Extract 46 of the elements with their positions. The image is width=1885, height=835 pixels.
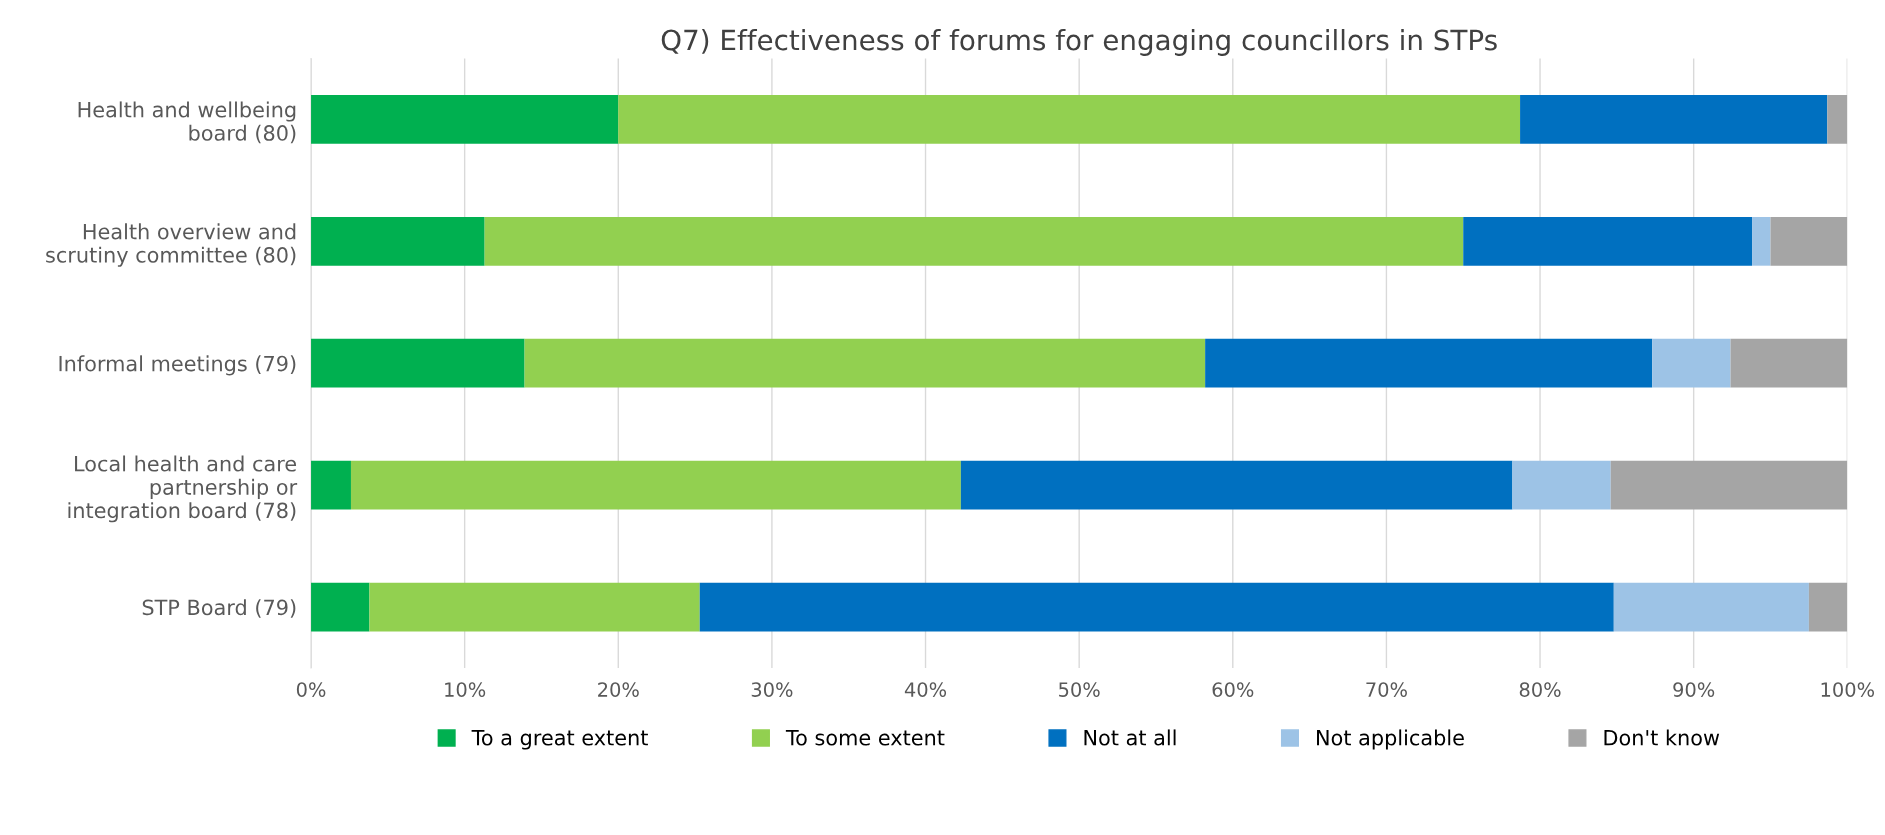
bar (311, 338, 525, 388)
bar (311, 95, 619, 144)
bar (484, 216, 1464, 266)
bar (311, 460, 351, 510)
bar (1610, 460, 1848, 510)
bar (618, 95, 1521, 144)
legend-label: Don't know (1604, 729, 1720, 746)
bar (1808, 582, 1848, 632)
bar (1520, 95, 1828, 144)
x-tick-label: 80% (1519, 682, 1561, 697)
x-tick-label: 30% (751, 682, 793, 697)
legend-label: To a great extent (471, 730, 648, 750)
bar (350, 460, 961, 510)
legend-label: To some extent (785, 730, 945, 746)
y-tick-label: Health overview and scrutiny committee (80) (46, 223, 296, 267)
x-tick-label: 70% (1366, 682, 1407, 697)
x-tick-label: 100% (1821, 682, 1875, 697)
chart-title: Q7) Effectiveness of forums for engaging councillors in STPs (661, 29, 1497, 56)
legend-label: Not applicable (1317, 729, 1464, 750)
bar (524, 338, 1206, 388)
y-tick-label: Health and wellbeing board (80) (78, 101, 296, 144)
x-tick-label: 60% (1212, 682, 1254, 697)
bar (1463, 216, 1753, 266)
bar (311, 216, 485, 266)
bar (699, 582, 1614, 632)
bar (1770, 216, 1848, 266)
bar (1205, 338, 1653, 388)
x-tick-label: 20% (598, 682, 639, 697)
bar (1730, 338, 1848, 388)
bar (369, 582, 700, 632)
x-tick-label: 10% (445, 682, 486, 697)
bar (960, 460, 1513, 510)
y-tick-label: Local health and care partnership or integration board (78) (68, 455, 298, 523)
x-tick-label: 50% (1059, 682, 1100, 697)
bar (311, 582, 370, 632)
bar (1827, 95, 1848, 144)
x-tick-label: 40% (904, 682, 947, 697)
legend-label: Not at all (1084, 729, 1176, 746)
bar (1752, 216, 1771, 266)
y-tick-label: STP Board (79) (142, 599, 296, 618)
y-tick-label: Informal meetings (79) (59, 355, 296, 376)
x-tick-label: 90% (1673, 682, 1715, 697)
x-tick-label: 0% (296, 682, 326, 697)
bar (1613, 582, 1809, 632)
bar (1512, 460, 1611, 510)
bar (1652, 338, 1731, 388)
